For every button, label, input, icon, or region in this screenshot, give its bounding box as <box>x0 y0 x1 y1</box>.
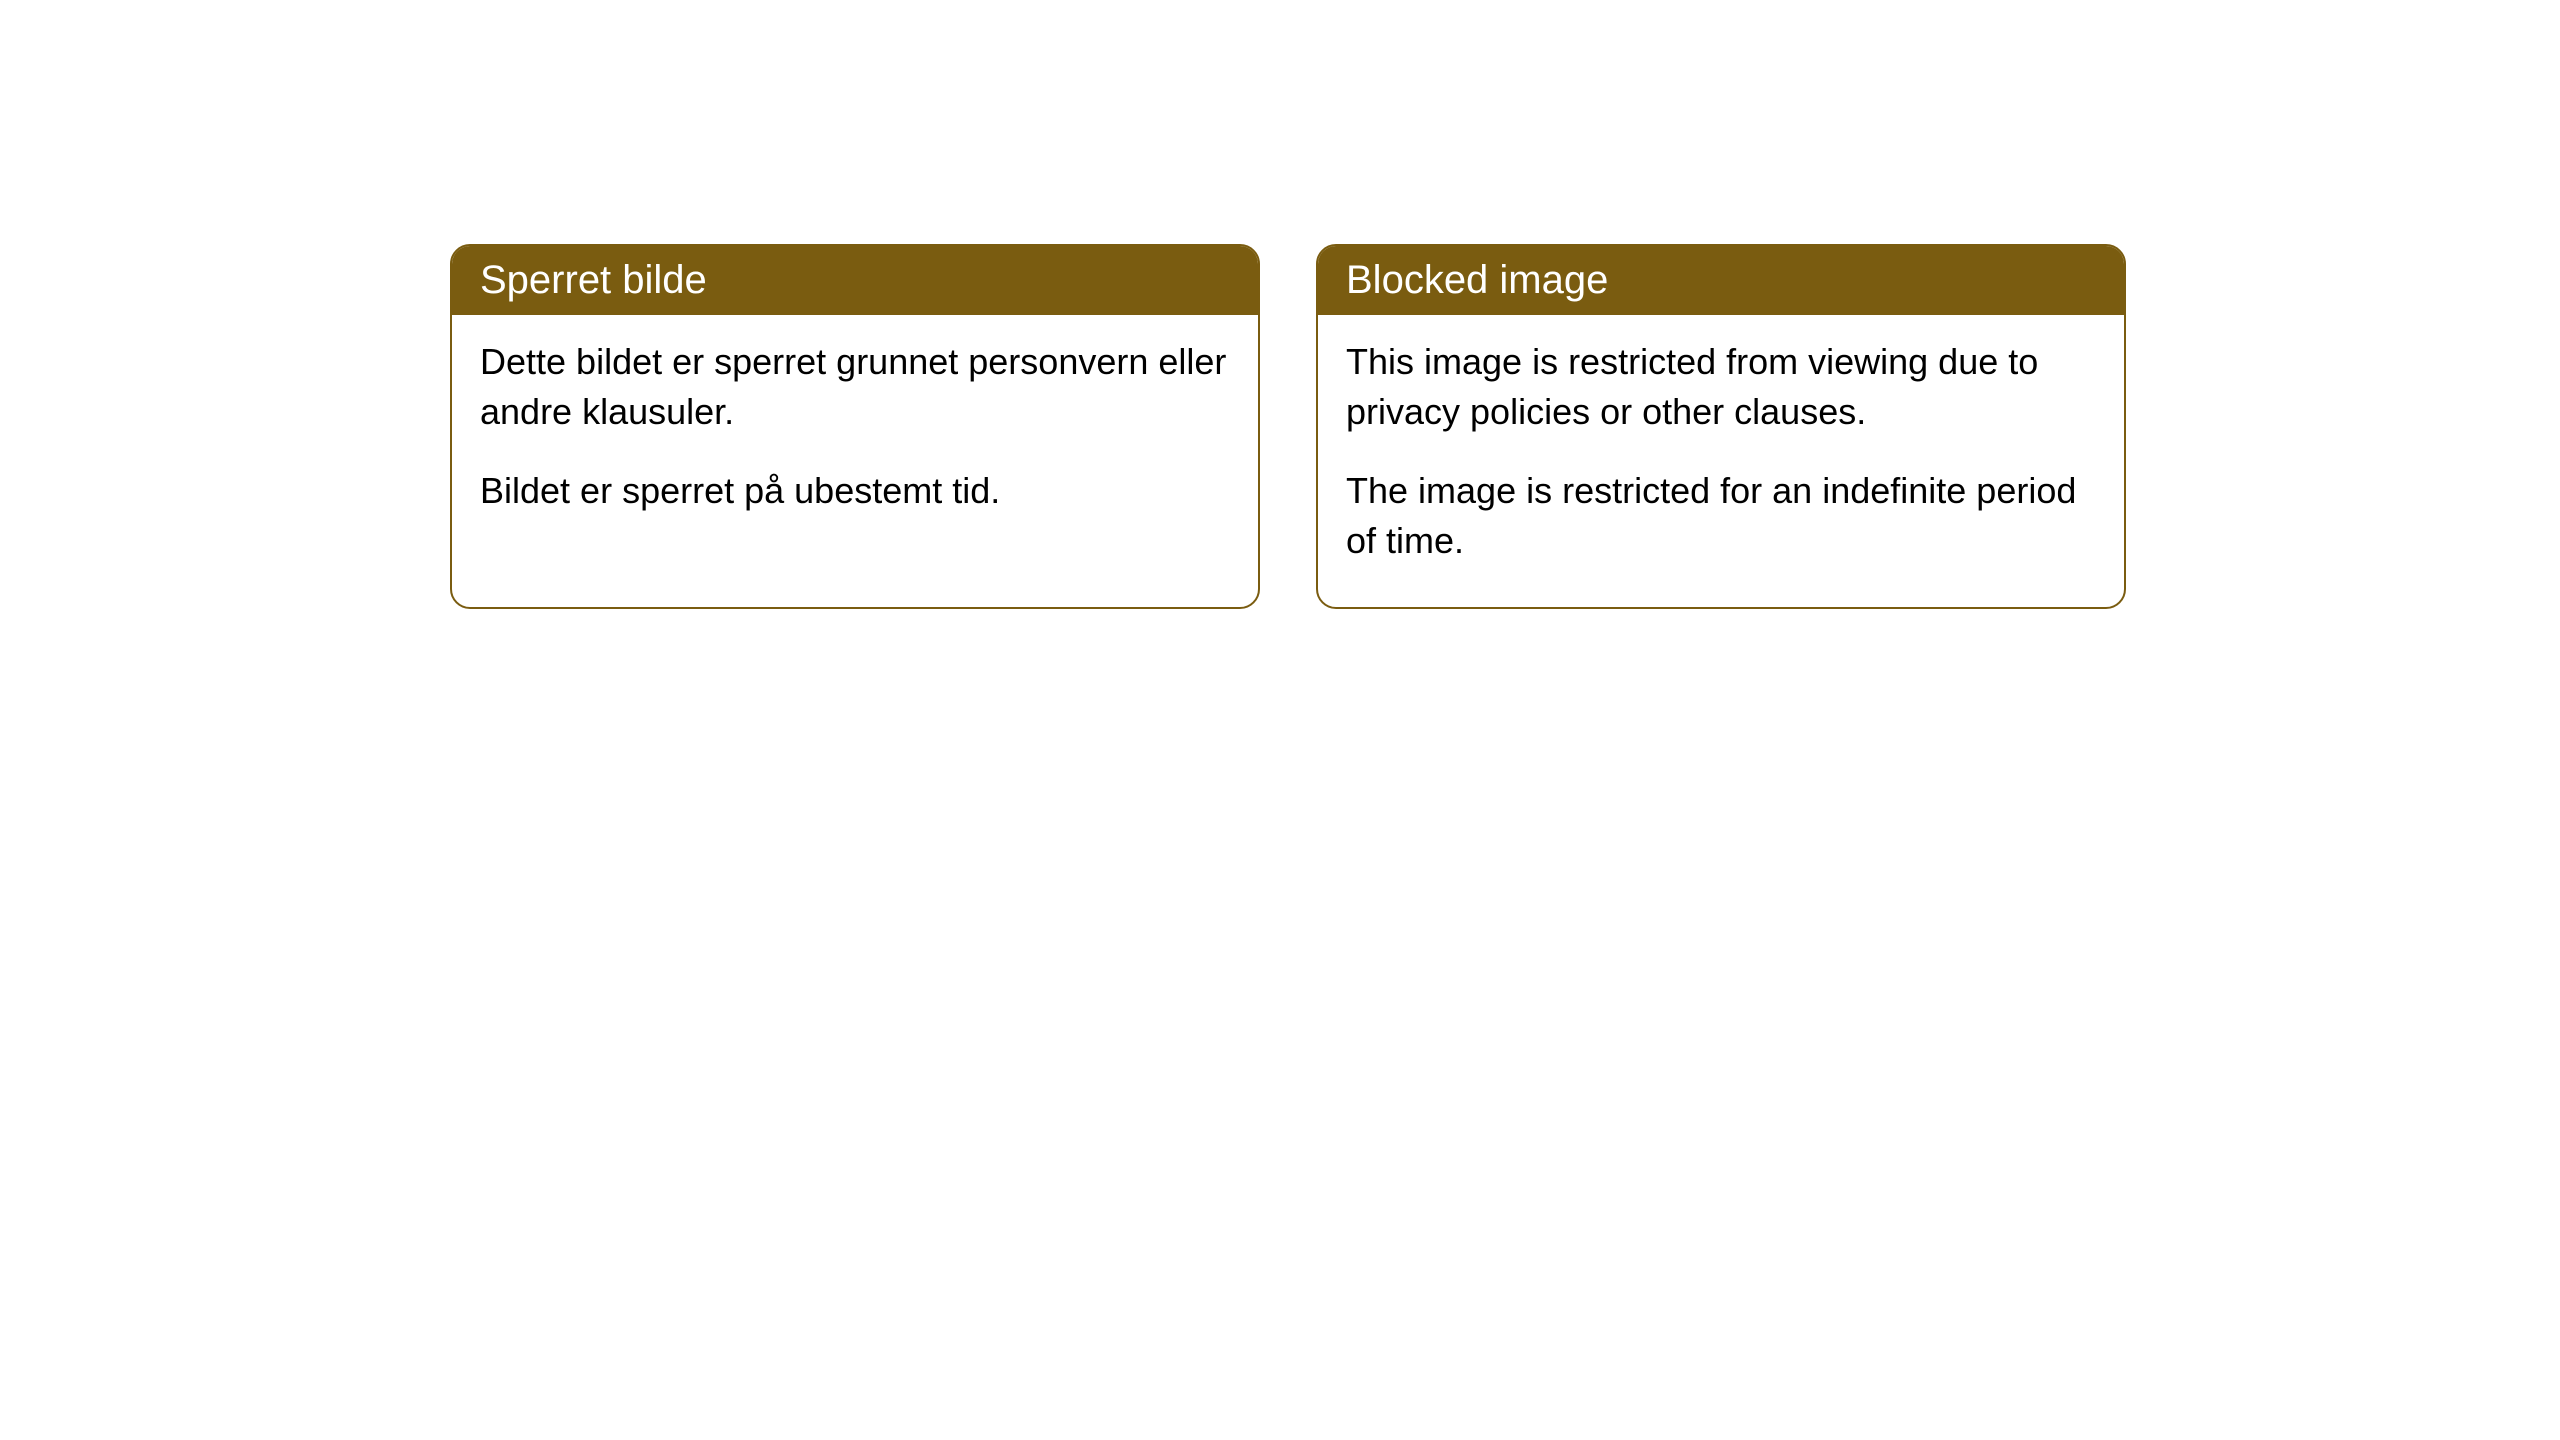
card-title: Blocked image <box>1346 258 1608 302</box>
card-paragraph: Dette bildet er sperret grunnet personve… <box>480 337 1230 438</box>
notice-cards-container: Sperret bilde Dette bildet er sperret gr… <box>450 244 2126 609</box>
card-paragraph: The image is restricted for an indefinit… <box>1346 466 2096 567</box>
card-header-norwegian: Sperret bilde <box>452 246 1258 315</box>
blocked-image-card-english: Blocked image This image is restricted f… <box>1316 244 2126 609</box>
card-body-norwegian: Dette bildet er sperret grunnet personve… <box>452 315 1258 556</box>
blocked-image-card-norwegian: Sperret bilde Dette bildet er sperret gr… <box>450 244 1260 609</box>
card-header-english: Blocked image <box>1318 246 2124 315</box>
card-title: Sperret bilde <box>480 258 707 302</box>
card-paragraph: This image is restricted from viewing du… <box>1346 337 2096 438</box>
card-paragraph: Bildet er sperret på ubestemt tid. <box>480 466 1230 516</box>
card-body-english: This image is restricted from viewing du… <box>1318 315 2124 607</box>
